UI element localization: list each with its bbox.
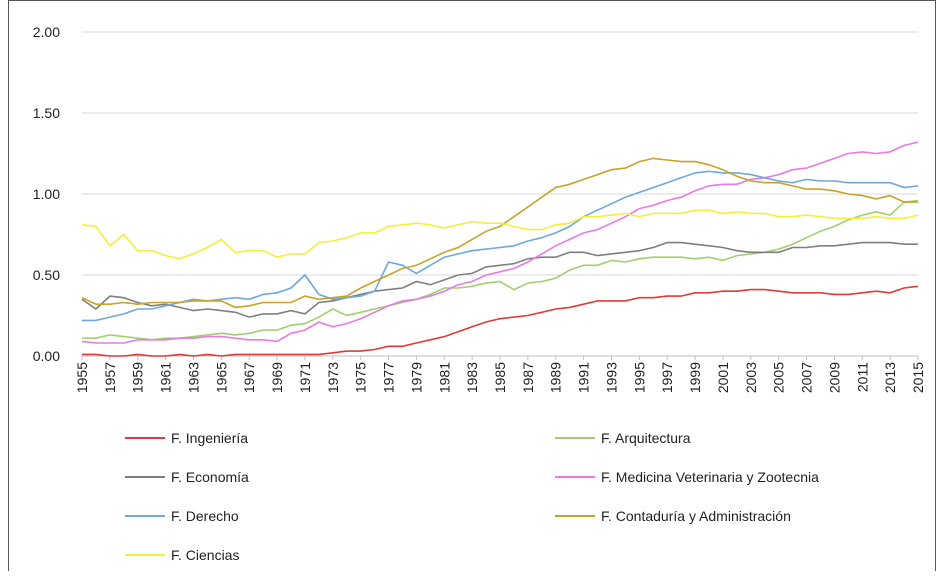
x-tick-label: 1985 — [492, 362, 508, 393]
legend-label: F. Economía — [171, 469, 249, 485]
series-line — [81, 157, 918, 309]
x-tick-label: 2003 — [743, 362, 759, 393]
legend-label: F. Arquitectura — [601, 430, 691, 446]
series-line — [82, 199, 919, 341]
x-tick-label: 1981 — [436, 362, 452, 393]
y-tick-label: 0.00 — [33, 348, 60, 364]
x-tick-label: 2013 — [882, 362, 898, 393]
x-tick-label: 1993 — [603, 362, 619, 393]
x-tick-label: 2009 — [826, 362, 842, 393]
legend-label: F. Ingeniería — [171, 430, 248, 446]
legend-label: F. Ciencias — [171, 547, 239, 563]
x-tick-label: 1963 — [185, 362, 201, 393]
x-tick-label: 1989 — [548, 362, 564, 393]
x-tick-label: 1967 — [241, 362, 257, 393]
series-line — [81, 209, 919, 260]
x-tick-label: 2005 — [771, 362, 787, 393]
x-tick-label: 1987 — [520, 362, 536, 393]
series-line — [82, 285, 919, 357]
legend-label: F. Derecho — [171, 508, 239, 524]
x-tick-label: 1965 — [213, 362, 229, 393]
chart-frame — [8, 0, 936, 576]
x-tick-label: 1979 — [408, 362, 424, 393]
x-tick-label: 2015 — [910, 362, 926, 393]
series-line — [82, 170, 919, 322]
x-tick-label: 1991 — [576, 362, 592, 393]
y-tick-label: 2.00 — [33, 24, 60, 40]
x-tick-label: 1999 — [687, 362, 703, 393]
x-tick-label: 1983 — [464, 362, 480, 393]
x-tick-label: 1971 — [297, 362, 313, 393]
x-tick-label: 1969 — [269, 362, 285, 393]
y-tick-label: 1.00 — [33, 186, 60, 202]
x-tick-label: 1961 — [158, 362, 174, 393]
x-tick-label: 1959 — [130, 362, 146, 393]
x-tick-label: 1977 — [381, 362, 397, 393]
x-tick-label: 1975 — [353, 362, 369, 393]
series-line — [81, 241, 918, 318]
x-tick-label: 1957 — [102, 362, 118, 393]
x-tick-label: 2007 — [799, 362, 815, 393]
series-line — [81, 141, 919, 344]
x-tick-label: 1997 — [659, 362, 675, 393]
y-tick-label: 1.50 — [33, 105, 60, 121]
x-tick-label: 1973 — [325, 362, 341, 393]
x-tick-label: 2011 — [854, 362, 870, 392]
x-tick-label: 1955 — [74, 362, 90, 393]
legend-label: F. Contaduría y Administración — [601, 508, 791, 524]
y-tick-label: 0.50 — [33, 267, 60, 283]
x-tick-label: 2001 — [715, 362, 731, 393]
legend-label: F. Medicina Veterinaria y Zootecnia — [601, 469, 819, 485]
x-tick-label: 1995 — [631, 362, 647, 393]
